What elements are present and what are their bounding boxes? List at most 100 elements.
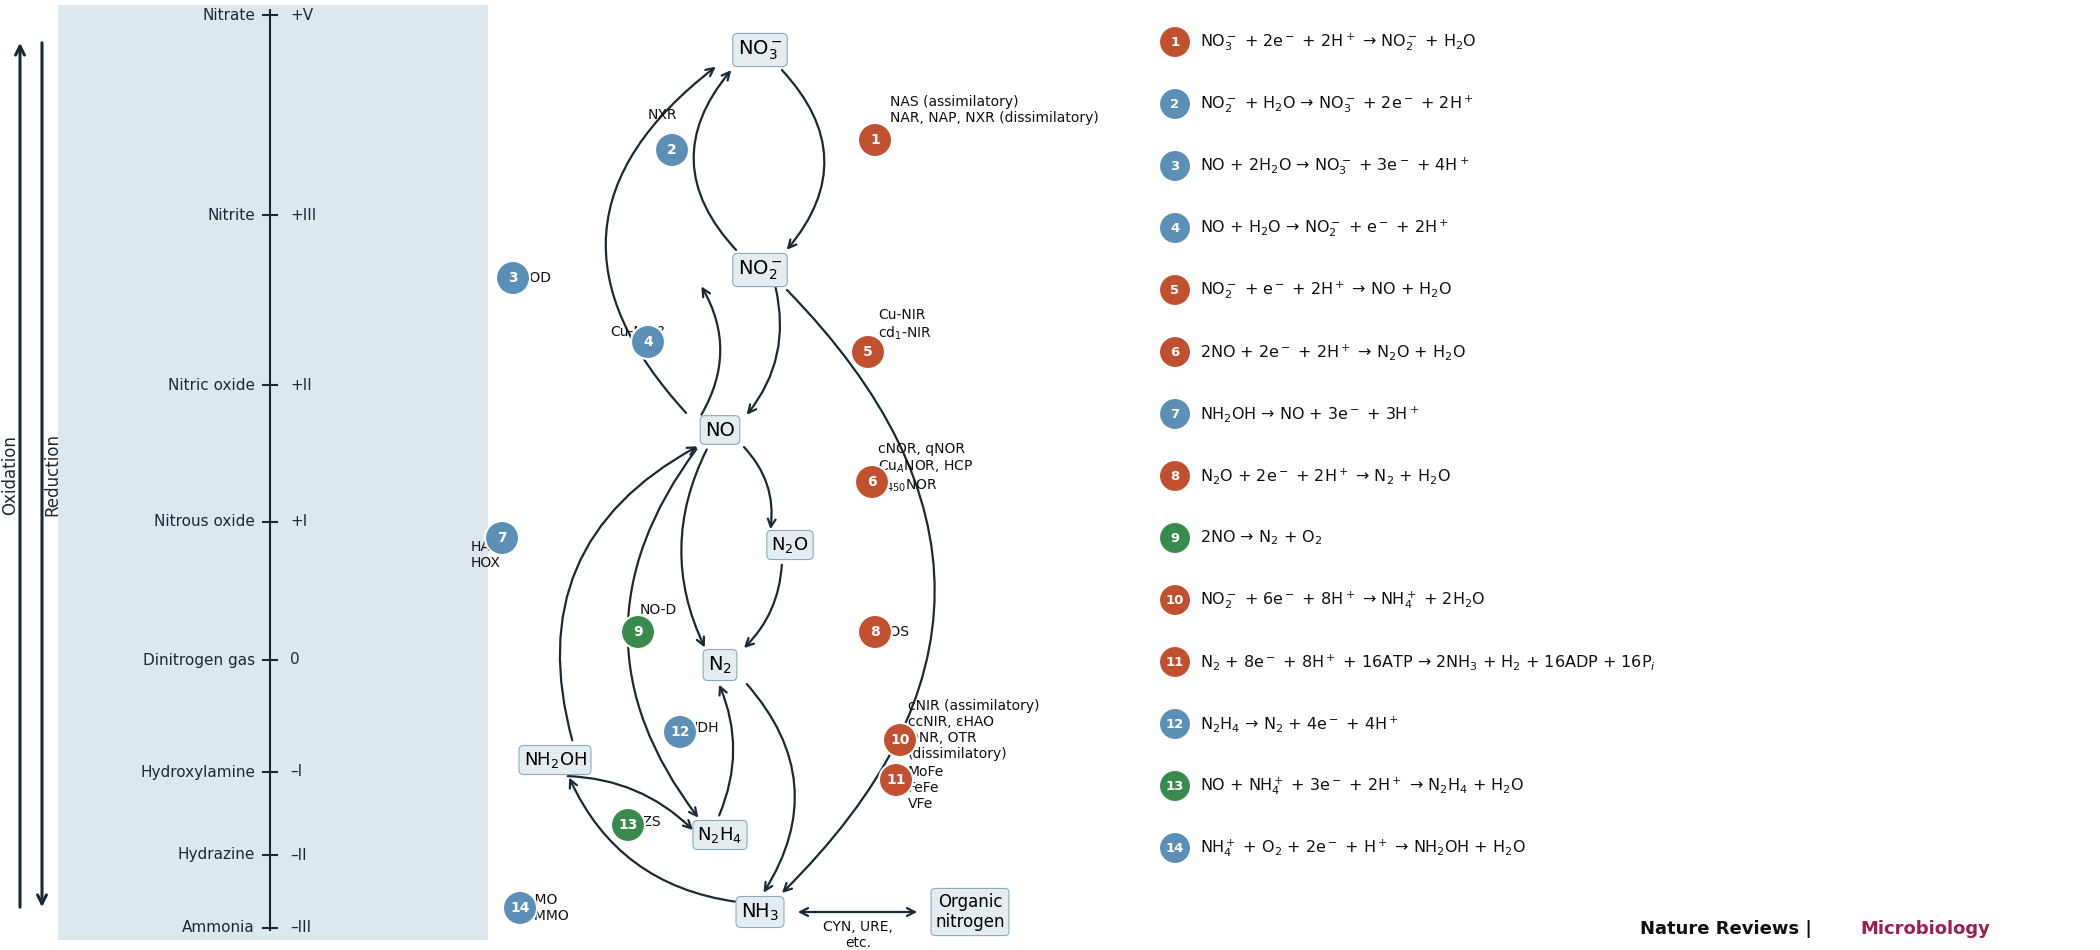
Text: 1: 1 bbox=[1170, 35, 1180, 48]
Text: 2NO + 2e$^-$ + 2H$^+$ → N$_2$O + H$_2$O: 2NO + 2e$^-$ + 2H$^+$ → N$_2$O + H$_2$O bbox=[1199, 342, 1466, 362]
Text: N$_2$O: N$_2$O bbox=[771, 535, 808, 555]
Circle shape bbox=[1159, 150, 1191, 182]
Circle shape bbox=[630, 325, 666, 359]
Text: +II: +II bbox=[290, 377, 311, 392]
Circle shape bbox=[882, 723, 918, 757]
Text: MoFe
FeFe
VFe: MoFe FeFe VFe bbox=[907, 765, 945, 811]
Circle shape bbox=[622, 615, 655, 649]
Text: cNOR, qNOR
Cu$_A$NOR, HCP
P$_{450}$NOR: cNOR, qNOR Cu$_A$NOR, HCP P$_{450}$NOR bbox=[878, 442, 974, 494]
Text: NH$_3$: NH$_3$ bbox=[741, 902, 779, 922]
Text: NXR: NXR bbox=[649, 108, 678, 122]
Text: Hydrazine: Hydrazine bbox=[178, 847, 254, 863]
Text: 9: 9 bbox=[1170, 531, 1180, 544]
Text: NO: NO bbox=[706, 421, 735, 440]
Text: 13: 13 bbox=[1166, 780, 1184, 792]
Text: NO$_2^-$ + H$_2$O → NO$_3^-$ + 2e$^-$ + 2H$^+$: NO$_2^-$ + H$_2$O → NO$_3^-$ + 2e$^-$ + … bbox=[1199, 93, 1474, 115]
Text: 12: 12 bbox=[670, 725, 689, 739]
Text: Reduction: Reduction bbox=[42, 433, 61, 517]
Text: Microbiology: Microbiology bbox=[1861, 920, 1991, 938]
Text: N$_2$O + 2e$^-$ + 2H$^+$ → N$_2$ + H$_2$O: N$_2$O + 2e$^-$ + 2H$^+$ → N$_2$ + H$_2$… bbox=[1199, 466, 1451, 486]
Circle shape bbox=[1159, 646, 1191, 678]
Text: NO + NH$_4^+$ + 3e$^-$ + 2H$^+$ → N$_2$H$_4$ + H$_2$O: NO + NH$_4^+$ + 3e$^-$ + 2H$^+$ → N$_2$H… bbox=[1199, 775, 1525, 797]
Text: +III: +III bbox=[290, 207, 317, 222]
Circle shape bbox=[1159, 832, 1191, 864]
Text: 1: 1 bbox=[869, 133, 880, 147]
Text: NAS (assimilatory)
NAR, NAP, NXR (dissimilatory): NAS (assimilatory) NAR, NAP, NXR (dissim… bbox=[890, 95, 1098, 125]
Circle shape bbox=[880, 763, 914, 797]
Circle shape bbox=[485, 521, 519, 555]
Text: +I: +I bbox=[290, 515, 307, 529]
Text: 3: 3 bbox=[508, 271, 519, 285]
Text: 2: 2 bbox=[668, 143, 676, 157]
Circle shape bbox=[859, 123, 892, 157]
Text: N$_2$H$_4$ → N$_2$ + 4e$^-$ + 4H$^+$: N$_2$H$_4$ → N$_2$ + 4e$^-$ + 4H$^+$ bbox=[1199, 714, 1399, 734]
Circle shape bbox=[1159, 522, 1191, 554]
Text: Cu-NIR
cd$_1$-NIR: Cu-NIR cd$_1$-NIR bbox=[878, 308, 932, 342]
Text: Nitrite: Nitrite bbox=[208, 207, 254, 222]
Circle shape bbox=[1159, 708, 1191, 740]
Text: CYN, URE,
etc.: CYN, URE, etc. bbox=[823, 920, 892, 950]
Text: cNIR (assimilatory)
ccNIR, εHAO
ONR, OTR
(dissimilatory): cNIR (assimilatory) ccNIR, εHAO ONR, OTR… bbox=[907, 698, 1040, 761]
Circle shape bbox=[1159, 26, 1191, 58]
Text: 11: 11 bbox=[886, 773, 905, 787]
Text: Hydroxylamine: Hydroxylamine bbox=[141, 765, 254, 780]
Text: 14: 14 bbox=[1166, 842, 1184, 854]
Circle shape bbox=[504, 891, 538, 925]
Text: 4: 4 bbox=[1170, 221, 1180, 235]
Text: 5: 5 bbox=[863, 345, 874, 359]
Text: +V: +V bbox=[290, 8, 313, 23]
Text: 12: 12 bbox=[1166, 717, 1184, 731]
Circle shape bbox=[496, 261, 529, 295]
Text: –I: –I bbox=[290, 765, 302, 780]
Circle shape bbox=[1159, 770, 1191, 802]
Circle shape bbox=[859, 615, 892, 649]
Text: N$_2$ + 8e$^-$ + 8H$^+$ + 16ATP → 2NH$_3$ + H$_2$ + 16ADP + 16P$_i$: N$_2$ + 8e$^-$ + 8H$^+$ + 16ATP → 2NH$_3… bbox=[1199, 652, 1657, 672]
Circle shape bbox=[850, 335, 884, 369]
Text: NOS: NOS bbox=[880, 625, 909, 639]
FancyBboxPatch shape bbox=[59, 5, 487, 940]
Circle shape bbox=[611, 808, 645, 842]
Text: 11: 11 bbox=[1166, 656, 1184, 669]
Circle shape bbox=[1159, 274, 1191, 306]
Text: 7: 7 bbox=[1170, 408, 1180, 421]
Text: AMO
pMMO: AMO pMMO bbox=[525, 893, 569, 923]
Circle shape bbox=[1159, 88, 1191, 120]
Text: NH$_2$OH: NH$_2$OH bbox=[523, 750, 586, 770]
Text: NH$_4^+$ + O$_2$ + 2e$^-$ + H$^+$ → NH$_2$OH + H$_2$O: NH$_4^+$ + O$_2$ + 2e$^-$ + H$^+$ → NH$_… bbox=[1199, 837, 1527, 859]
Text: NO$_3^-$ + 2e$^-$ + 2H$^+$ → NO$_2^-$ + H$_2$O: NO$_3^-$ + 2e$^-$ + 2H$^+$ → NO$_2^-$ + … bbox=[1199, 31, 1476, 53]
Text: 6: 6 bbox=[867, 475, 878, 489]
Text: 9: 9 bbox=[634, 625, 643, 639]
Circle shape bbox=[1159, 336, 1191, 368]
Circle shape bbox=[1159, 398, 1191, 430]
Text: NO$_2^-$: NO$_2^-$ bbox=[737, 258, 783, 282]
Circle shape bbox=[1159, 212, 1191, 244]
Text: –II: –II bbox=[290, 847, 307, 863]
Text: Ammonia: Ammonia bbox=[183, 921, 254, 936]
Text: NO + 2H$_2$O → NO$_3^-$ + 3e$^-$ + 4H$^+$: NO + 2H$_2$O → NO$_3^-$ + 3e$^-$ + 4H$^+… bbox=[1199, 155, 1470, 177]
Text: NO$_2^-$ + e$^-$ + 2H$^+$ → NO + H$_2$O: NO$_2^-$ + e$^-$ + 2H$^+$ → NO + H$_2$O bbox=[1199, 279, 1451, 301]
Circle shape bbox=[1159, 460, 1191, 492]
Text: HZS: HZS bbox=[632, 815, 662, 829]
Text: 2: 2 bbox=[1170, 98, 1180, 110]
Text: 5: 5 bbox=[1170, 283, 1180, 296]
Text: NO-D: NO-D bbox=[640, 603, 676, 617]
Text: 10: 10 bbox=[890, 733, 909, 747]
Text: Cu-NIR?: Cu-NIR? bbox=[609, 325, 664, 339]
Text: N$_2$H$_4$: N$_2$H$_4$ bbox=[697, 825, 743, 845]
Text: NOD: NOD bbox=[521, 271, 552, 285]
Circle shape bbox=[664, 715, 697, 749]
Text: 13: 13 bbox=[617, 818, 638, 832]
Text: 7: 7 bbox=[498, 531, 506, 545]
Text: Nitric oxide: Nitric oxide bbox=[168, 377, 254, 392]
Text: Nitrous oxide: Nitrous oxide bbox=[153, 515, 254, 529]
Text: N$_2$: N$_2$ bbox=[708, 655, 733, 675]
Text: Nature Reviews |: Nature Reviews | bbox=[1640, 920, 1819, 938]
Text: 8: 8 bbox=[869, 625, 880, 639]
Text: Nitrate: Nitrate bbox=[202, 8, 254, 23]
Text: 14: 14 bbox=[510, 901, 529, 915]
Text: 2NO → N$_2$ + O$_2$: 2NO → N$_2$ + O$_2$ bbox=[1199, 528, 1323, 547]
Text: Oxidation: Oxidation bbox=[0, 435, 19, 515]
Text: NO + H$_2$O → NO$_2^-$ + e$^-$ + 2H$^+$: NO + H$_2$O → NO$_2^-$ + e$^-$ + 2H$^+$ bbox=[1199, 218, 1449, 238]
Text: –III: –III bbox=[290, 921, 311, 936]
Text: HDH: HDH bbox=[689, 721, 720, 735]
